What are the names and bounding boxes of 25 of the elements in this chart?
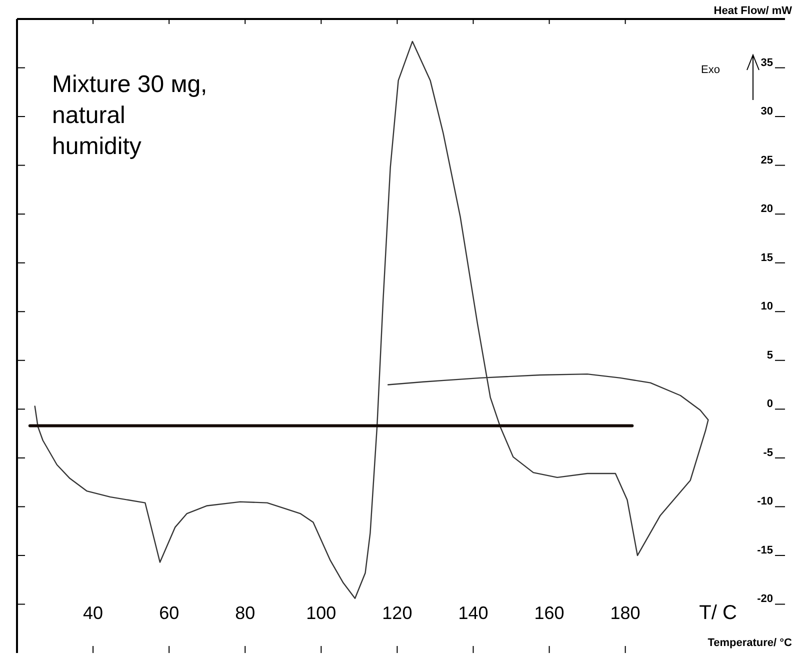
y-tick-label: 5 bbox=[766, 349, 773, 362]
x-tick-label: 180 bbox=[610, 603, 640, 623]
y-tick-label: 15 bbox=[760, 252, 773, 264]
y-tick-label: 30 bbox=[760, 106, 773, 118]
y-tick-label: -20 bbox=[757, 593, 773, 606]
y-tick-label: -10 bbox=[757, 496, 773, 508]
y-tick-label: -5 bbox=[763, 446, 773, 459]
x-axis-title: Temperature/ °C bbox=[708, 637, 792, 649]
x-tick-label: 80 bbox=[235, 603, 256, 623]
x-tick-label: 100 bbox=[306, 603, 336, 623]
x-tick-label: 60 bbox=[159, 603, 180, 623]
x-tick-label: 160 bbox=[534, 603, 564, 623]
y-tick-label: -15 bbox=[757, 544, 773, 556]
y-tick-label: 25 bbox=[760, 154, 773, 166]
annotation: T/ C bbox=[699, 602, 737, 624]
y-axis-title: Heat Flow/ mW bbox=[714, 5, 793, 17]
y-tick-label: 35 bbox=[760, 56, 773, 69]
y-tick-label: 20 bbox=[760, 203, 773, 216]
x-tick-label: 40 bbox=[83, 603, 104, 623]
x-tick-label: 140 bbox=[458, 603, 488, 623]
y-tick-label: 0 bbox=[766, 398, 773, 410]
annotation: Exo bbox=[701, 64, 720, 76]
annotation: Mixture 30 мg, natural humidity bbox=[52, 71, 208, 160]
x-tick-label: 120 bbox=[382, 603, 412, 623]
y-tick-label: 10 bbox=[760, 300, 773, 313]
